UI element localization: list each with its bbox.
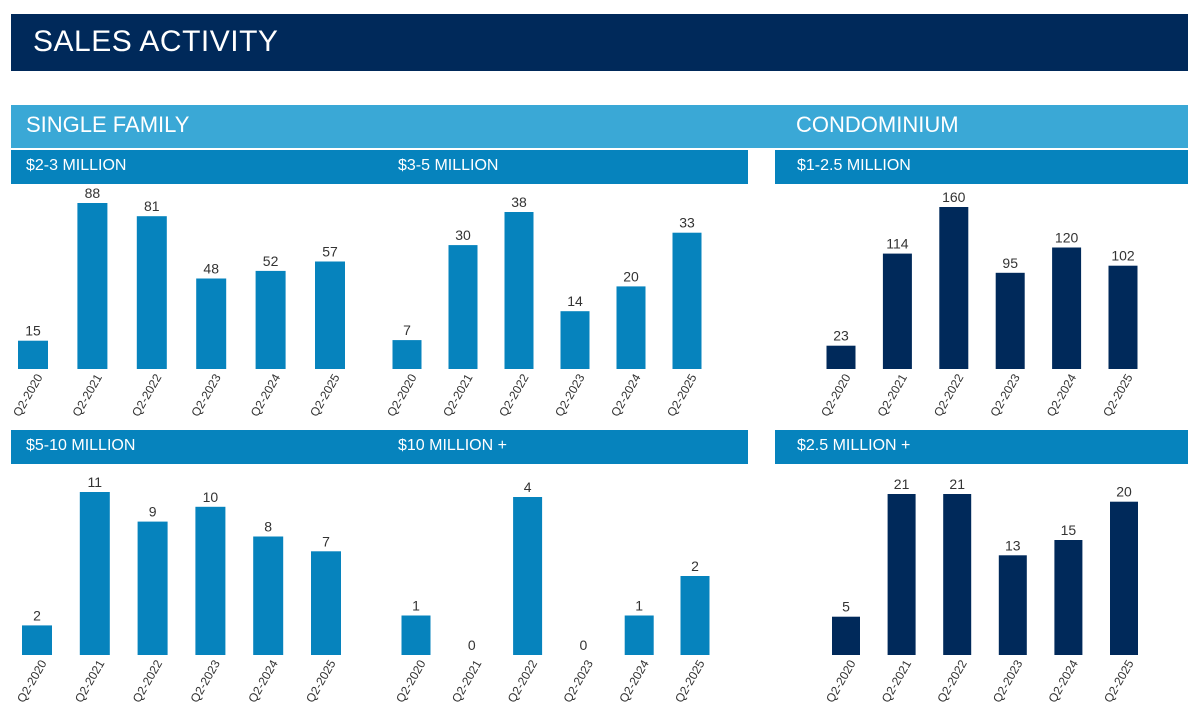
data-label-Q2-2025: 33	[679, 215, 695, 231]
bar-Q2-2020	[392, 340, 422, 369]
data-label-Q2-2025: 20	[1116, 484, 1132, 500]
bar-Q2-2025	[1110, 501, 1138, 655]
data-label-Q2-2022: 160	[942, 189, 966, 205]
data-label-Q2-2024: 52	[263, 253, 279, 269]
bar-Q2-2021	[79, 492, 110, 655]
bar-Q2-2022	[504, 212, 534, 369]
chart-title-sf-10-plus: $10 MILLION +	[398, 437, 507, 454]
chart-title-sf-2-3: $2-3 MILLION	[26, 157, 127, 174]
bar-Q2-2020	[832, 616, 860, 655]
bar-Q2-2023	[196, 278, 227, 369]
data-label-Q2-2021: 88	[85, 185, 101, 201]
bar-Q2-2023	[995, 272, 1025, 369]
data-label-Q2-2023: 10	[203, 489, 219, 505]
bar-Q2-2023	[560, 311, 590, 369]
data-label-Q2-2022: 21	[949, 476, 965, 492]
data-label-Q2-2022: 4	[524, 479, 532, 495]
bar-Q2-2021	[887, 494, 916, 655]
data-label-Q2-2021: 0	[468, 637, 476, 653]
data-label-Q2-2020: 23	[833, 328, 849, 344]
data-label-Q2-2021: 11	[88, 474, 103, 490]
bar-Q2-2022	[943, 494, 972, 655]
section-title-single-family: SINGLE FAMILY	[26, 112, 190, 137]
tick-label-Q2-2020: Q2-2020	[823, 657, 859, 705]
bar-Q2-2023	[195, 506, 226, 655]
bar-Q2-2022	[513, 497, 543, 655]
data-label-Q2-2025: 102	[1111, 248, 1135, 264]
data-label-Q2-2020: 5	[842, 599, 850, 615]
data-label-Q2-2025: 57	[322, 244, 338, 260]
subheader-bar-condo-bottom	[775, 430, 1188, 464]
tick-label-Q2-2022: Q2-2022	[934, 657, 970, 705]
chart-title-sf-5-10: $5-10 MILLION	[26, 437, 136, 454]
data-label-Q2-2023: 14	[567, 293, 583, 309]
bar-Q2-2024	[253, 536, 284, 655]
data-label-Q2-2020: 15	[25, 323, 41, 339]
bar-Q2-2024	[616, 286, 646, 369]
section-title-condominium: CONDOMINIUM	[796, 112, 959, 137]
chart-title-condo-1-2-5: $1-2.5 MILLION	[797, 157, 911, 174]
tick-label-Q2-2025: Q2-2025	[1101, 657, 1137, 705]
bar-Q2-2024	[1052, 247, 1082, 369]
title-bar: SALES ACTIVITY	[11, 14, 1188, 71]
data-label-Q2-2021: 21	[894, 476, 910, 492]
bar-Q2-2025	[1108, 265, 1138, 369]
data-label-Q2-2023: 95	[1002, 255, 1018, 271]
bar-Q2-2020	[22, 625, 52, 655]
data-label-Q2-2020: 7	[403, 322, 411, 338]
tick-label-Q2-2021: Q2-2021	[879, 657, 915, 705]
data-label-Q2-2024: 20	[623, 268, 639, 284]
bar-Q2-2025	[672, 232, 702, 369]
bar-Q2-2024	[255, 270, 286, 369]
subheader-bar-condo-top	[775, 150, 1188, 184]
page-title: SALES ACTIVITY	[33, 25, 279, 58]
data-label-Q2-2022: 38	[511, 194, 527, 210]
bar-Q2-2025	[680, 576, 710, 655]
data-label-Q2-2020: 2	[33, 607, 41, 623]
bar-Q2-2022	[136, 216, 167, 369]
data-label-Q2-2024: 8	[264, 519, 272, 535]
data-label-Q2-2022: 9	[149, 504, 157, 520]
data-label-Q2-2023: 0	[580, 637, 588, 653]
subheader-bar-single-family-bottom	[11, 430, 748, 464]
tick-label-Q2-2024: Q2-2024	[1046, 657, 1082, 705]
section-bar	[11, 105, 1188, 148]
data-label-Q2-2023: 13	[1005, 537, 1021, 553]
bar-Q2-2022	[939, 207, 969, 369]
bar-Q2-2023	[998, 555, 1027, 655]
chart-title-condo-2-5-plus: $2.5 MILLION +	[797, 437, 911, 454]
data-label-Q2-2022: 81	[144, 198, 160, 214]
bar-Q2-2020	[826, 345, 856, 369]
bar-Q2-2022	[137, 521, 168, 655]
bar-Q2-2021	[448, 245, 478, 369]
data-label-Q2-2025: 7	[322, 533, 330, 549]
bar-Q2-2021	[77, 203, 108, 369]
data-label-Q2-2023: 48	[203, 261, 219, 277]
data-label-Q2-2024: 15	[1061, 522, 1077, 538]
data-label-Q2-2021: 30	[455, 227, 471, 243]
bar-Q2-2024	[624, 615, 654, 655]
bar-Q2-2020	[401, 615, 431, 655]
data-label-Q2-2024: 120	[1055, 230, 1079, 246]
bar-Q2-2020	[18, 340, 48, 369]
tick-label-Q2-2023: Q2-2023	[990, 657, 1026, 705]
data-label-Q2-2024: 1	[635, 598, 643, 614]
subheader-bar-single-family-top	[11, 150, 748, 184]
bar-Q2-2021	[882, 253, 912, 369]
bar-Q2-2025	[315, 261, 345, 369]
data-label-Q2-2025: 2	[691, 558, 699, 574]
data-label-Q2-2020: 1	[412, 598, 420, 614]
chart-title-sf-3-5: $3-5 MILLION	[398, 157, 499, 174]
bar-Q2-2025	[311, 551, 341, 655]
data-label-Q2-2021: 114	[886, 236, 909, 252]
bar-Q2-2024	[1054, 540, 1083, 655]
